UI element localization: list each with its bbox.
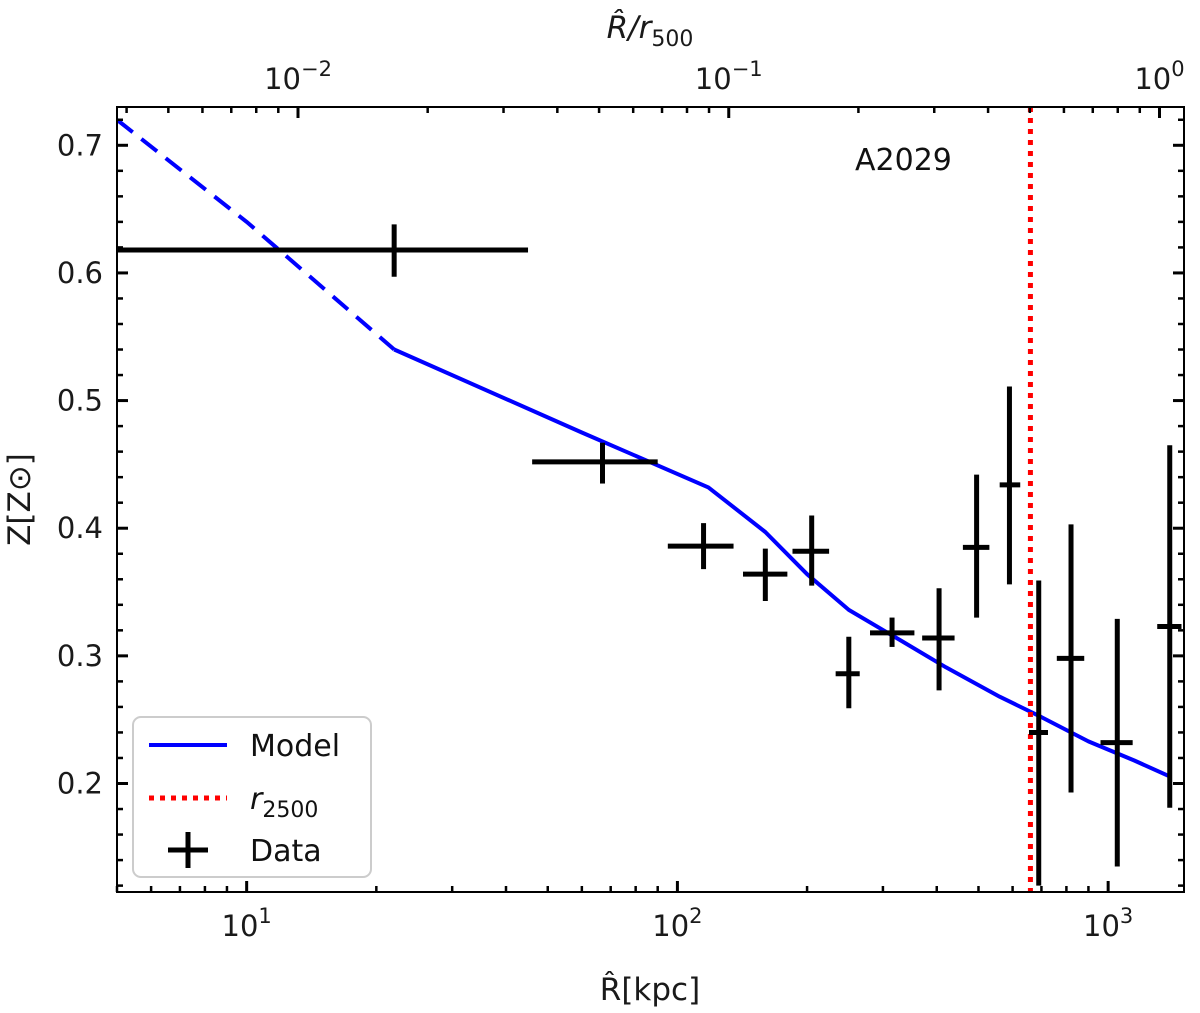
data-point — [870, 617, 915, 647]
data-point — [1028, 580, 1048, 886]
top-x-tick-label: 10−2 — [264, 57, 332, 96]
top-x-axis-label: R̂/r500 — [607, 9, 694, 52]
data-point — [1157, 445, 1182, 808]
x-axis-label: R̂[kpc] — [600, 971, 700, 1008]
y-tick-label: 0.6 — [57, 256, 103, 290]
model-line-solid — [393, 347, 1172, 779]
x-tick-label: 101 — [222, 904, 272, 943]
legend-box — [132, 716, 372, 878]
data-point — [835, 636, 860, 709]
data-point — [667, 523, 734, 570]
legend: Model r2500 Data — [132, 716, 372, 878]
y-tick-label: 0.7 — [57, 128, 103, 162]
data-point — [743, 548, 788, 601]
plot-body — [117, 107, 1182, 892]
model-line-dashed — [117, 118, 396, 352]
y-tick-label: 0.3 — [57, 639, 103, 673]
y-tick-label: 0.4 — [57, 511, 103, 545]
data-point — [962, 474, 990, 618]
top-x-tick-label: 10−1 — [695, 57, 763, 96]
data-point — [1056, 524, 1085, 793]
data-point — [792, 515, 830, 586]
y-tick-label: 0.5 — [57, 384, 103, 418]
data-point — [532, 442, 658, 484]
y-tick-label: 0.2 — [57, 767, 103, 801]
data-point — [1100, 618, 1133, 867]
x-tick-label: 102 — [652, 904, 702, 943]
data-point — [922, 588, 955, 691]
y-axis-label: Z[Z⊙] — [2, 453, 38, 546]
top-x-tick-label: 100 — [1134, 57, 1184, 96]
legend-label: Model — [250, 729, 340, 764]
data-point — [999, 386, 1021, 585]
legend-label: r2500 — [250, 782, 318, 823]
legend-label: Data — [250, 834, 322, 869]
cluster-annotation: A2029 — [855, 143, 952, 178]
plot-frame — [116, 106, 1185, 893]
x-tick-label: 103 — [1083, 904, 1133, 943]
data-point — [117, 224, 529, 277]
